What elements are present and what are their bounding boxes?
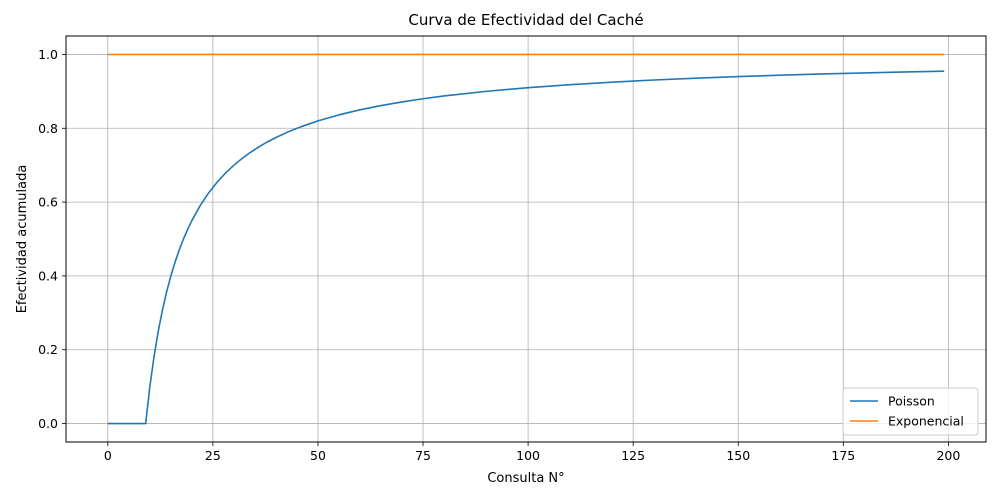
chart-title: Curva de Efectividad del Caché xyxy=(408,11,643,29)
legend-box xyxy=(842,387,979,436)
series-line-poisson xyxy=(107,70,945,425)
x-axis: 0 25 50 75 100 125 150 175 200 xyxy=(104,442,960,463)
x-tick-label: 125 xyxy=(621,448,645,463)
legend: Poisson Exponencial xyxy=(842,387,979,436)
y-tick-label: 0.2 xyxy=(38,342,58,357)
x-tick-label: 150 xyxy=(726,448,750,463)
x-tick-label: 75 xyxy=(415,448,431,463)
legend-label-exponencial: Exponencial xyxy=(888,414,964,429)
x-axis-label: Consulta N° xyxy=(487,471,564,486)
y-tick-label: 1.0 xyxy=(38,47,58,62)
x-tick-label: 200 xyxy=(936,448,960,463)
y-tick-label: 0.6 xyxy=(38,195,58,210)
y-tick-label: 0.4 xyxy=(38,268,58,283)
y-axis-label: Efectividad acumulada xyxy=(15,165,30,314)
y-axis: 0.0 0.2 0.4 0.6 0.8 1.0 xyxy=(38,47,66,431)
plot-frame xyxy=(65,35,987,443)
x-tick-label: 0 xyxy=(104,448,112,463)
x-tick-label: 50 xyxy=(310,448,326,463)
series-group xyxy=(107,53,945,425)
x-tick-label: 100 xyxy=(516,448,540,463)
legend-label-poisson: Poisson xyxy=(888,394,935,409)
x-tick-label: 175 xyxy=(831,448,855,463)
y-tick-label: 0.0 xyxy=(38,416,58,431)
y-tick-label: 0.8 xyxy=(38,121,58,136)
x-tick-label: 25 xyxy=(205,448,221,463)
grid xyxy=(66,36,986,442)
